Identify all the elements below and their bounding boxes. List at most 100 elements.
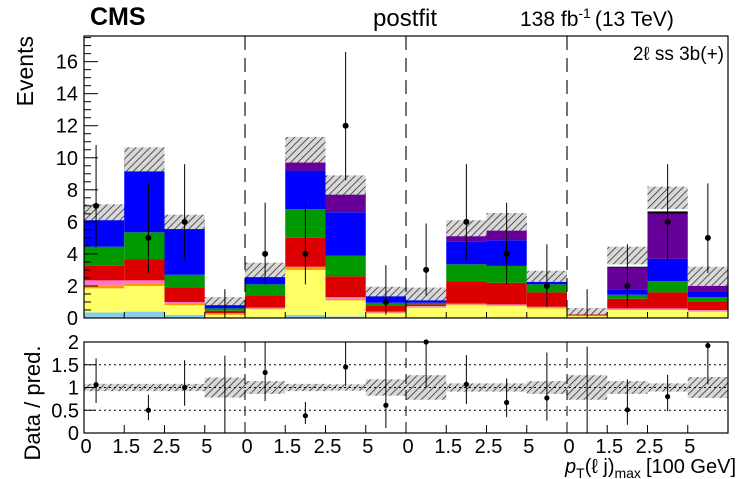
x-label-sub-max: max [614, 465, 640, 479]
data-point [302, 250, 309, 257]
stack-segment-orange [84, 285, 125, 289]
x-axis: 0 1.5 2.5 5 0 1.5 2.5 5 0 1.5 2.5 5 0 1.5 2.5 5 [80, 312, 729, 458]
data-point [423, 266, 430, 273]
stack-segment-purple [285, 160, 326, 171]
x-tick-label: 0 [241, 436, 252, 458]
stack-segment-yellow [124, 285, 165, 312]
stack-segment-green [687, 297, 728, 302]
x-tick-label: 1.5 [434, 436, 462, 458]
uncertainty-band [325, 175, 366, 195]
stack-segment-yellow [84, 288, 125, 313]
stack-segment-orange [647, 309, 688, 310]
data-point [93, 202, 100, 209]
data-point [503, 250, 510, 257]
x-tick-label: 2.5 [314, 436, 342, 458]
data-point [181, 218, 188, 225]
data-point [262, 250, 269, 257]
stack-segment-yellow [406, 307, 447, 318]
y-tick-label: 2 [67, 276, 78, 298]
data-point [624, 282, 631, 289]
y-tick-label: 16 [56, 52, 78, 74]
stack-segment-pink [325, 297, 366, 299]
ratio-point [665, 394, 671, 400]
y-axis-label: Events [12, 36, 38, 106]
ratio-point [302, 413, 308, 419]
y-tick-label: 10 [56, 148, 78, 170]
lumi-exponent: -1 [578, 5, 591, 21]
x-axis-label: pT(ℓ j)max [100 GeV] [564, 456, 736, 479]
ratio-y-tick-label: 1 [68, 378, 79, 400]
ratio-point [463, 381, 469, 387]
stack-segment-blue [647, 258, 688, 282]
main-panel [84, 136, 728, 318]
stack-segment-blue [687, 291, 728, 298]
data-point [463, 218, 470, 225]
ratio-y-axis: 00.511.52 [51, 332, 96, 445]
stack-segment-pink [124, 280, 165, 284]
uncertainty-band [687, 266, 728, 286]
ratio-y-axis-label: Data / pred. [20, 346, 45, 461]
ratio-point [705, 343, 711, 349]
x-tick-label: 1.5 [112, 436, 140, 458]
stack-segment-light-blue [164, 314, 205, 318]
y-tick-label: 8 [67, 180, 78, 202]
stack-segment-orange [124, 283, 165, 286]
y-tick-label: 14 [56, 84, 78, 106]
experiment-label: CMS [90, 3, 146, 31]
stack-segment-orange [406, 306, 447, 308]
x-tick-label: 0 [80, 436, 91, 458]
stack-segment-orange [486, 305, 527, 306]
stack-segment-yellow [164, 305, 205, 315]
stack-segment-red [84, 265, 125, 281]
stack-segment-red [406, 304, 447, 306]
ratio-point [624, 407, 630, 413]
stack-segment-red [647, 292, 688, 309]
stack-segment-green [245, 284, 286, 296]
stack-segment-green [164, 274, 205, 288]
x-tick-label: 1.5 [595, 436, 623, 458]
ratio-point [544, 395, 550, 401]
stack-segment-orange [446, 304, 487, 306]
stack-segment-green [325, 255, 366, 277]
stack-segment-pink [526, 306, 567, 308]
ratio-point [262, 369, 268, 376]
stack-segment-yellow [687, 311, 728, 318]
ratio-overlay [84, 339, 728, 433]
stack-segment-orange [607, 309, 648, 310]
stack-segment-light-blue [124, 311, 165, 318]
stack-segment-pink [84, 280, 125, 286]
stack-segment-red [687, 301, 728, 310]
stack-segment-yellow [486, 305, 527, 318]
category-label: 2ℓ ss 3b(+) [633, 44, 724, 65]
stack-segment-orange [325, 298, 366, 301]
stack-segment-red [325, 276, 366, 298]
y-tick-label: 6 [67, 212, 78, 234]
fit-label: postfit [373, 5, 437, 32]
x-tick-label: 5 [523, 436, 534, 458]
stack-segment-pink [245, 307, 286, 309]
x-tick-label: 0 [563, 436, 574, 458]
uncertainty-band [84, 204, 125, 221]
x-label-p: p [564, 456, 576, 478]
stack-segment-pink [446, 303, 487, 305]
data-point [664, 218, 671, 225]
ratio-point [383, 402, 389, 408]
data-point [145, 234, 152, 241]
stack-segment-yellow [325, 300, 366, 317]
stack-segment-green [124, 232, 165, 260]
ratio-point [145, 407, 151, 413]
lumi-value: 138 fb [520, 8, 578, 31]
data-point [543, 282, 550, 289]
x-tick-label: 2.5 [636, 436, 664, 458]
stack-segment-orange [526, 307, 567, 309]
stack-segment-yellow [526, 308, 567, 318]
data-point [382, 298, 389, 305]
main-overlay [93, 36, 711, 318]
stack-segment-yellow [365, 313, 406, 318]
ratio-y-tick-label: 2 [68, 332, 79, 354]
ratio-y-tick-label: 0.5 [51, 400, 79, 422]
stack-segment-purple [325, 194, 366, 213]
ratio-point [504, 399, 510, 406]
stack-segment-pink [406, 305, 447, 307]
